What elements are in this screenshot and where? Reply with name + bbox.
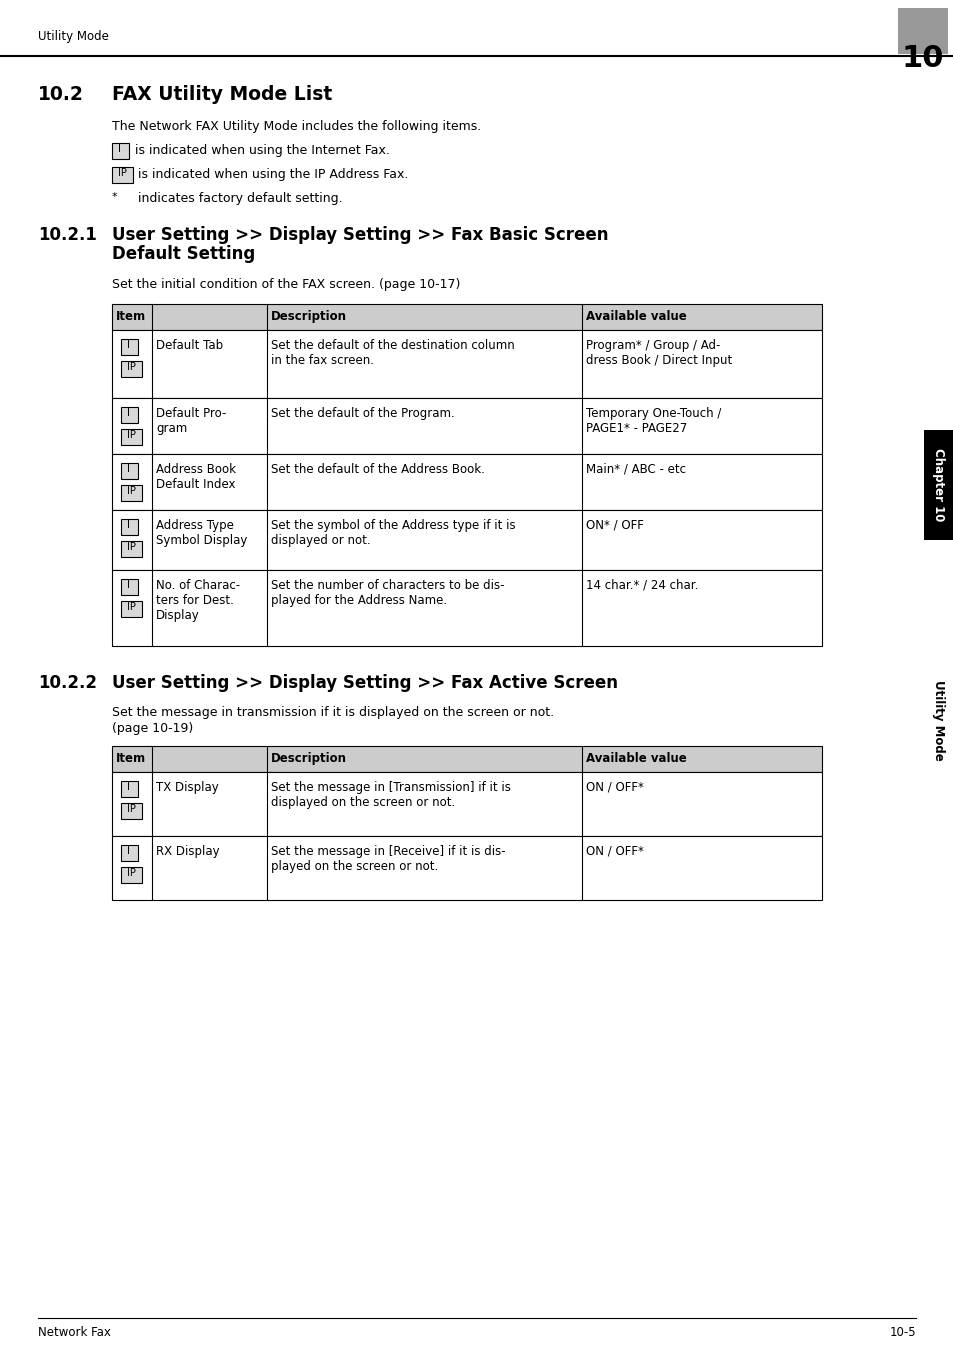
Bar: [112, 304, 821, 330]
Text: I: I: [128, 580, 131, 589]
Text: RX Display: RX Display: [156, 845, 219, 859]
Text: Available value: Available value: [585, 752, 686, 765]
Text: IP: IP: [127, 868, 135, 877]
Bar: [112, 836, 821, 900]
Text: is indicated when using the Internet Fax.: is indicated when using the Internet Fax…: [135, 145, 390, 157]
Bar: [112, 510, 821, 571]
Text: *: *: [112, 192, 117, 201]
Text: Description: Description: [271, 752, 347, 765]
Text: IP: IP: [127, 542, 135, 552]
Bar: [121, 602, 142, 617]
Text: Set the message in transmission if it is displayed on the screen or not.: Set the message in transmission if it is…: [112, 706, 554, 719]
Text: Utility Mode: Utility Mode: [931, 680, 944, 760]
Bar: [121, 579, 138, 595]
Text: Set the default of the destination column
in the fax screen.: Set the default of the destination colum…: [271, 339, 515, 366]
Text: Description: Description: [271, 310, 347, 323]
Text: I: I: [128, 339, 131, 350]
Bar: [112, 571, 821, 646]
Text: 10.2.2: 10.2.2: [38, 675, 97, 692]
Text: IP: IP: [127, 804, 135, 814]
Bar: [112, 330, 821, 397]
Text: IP: IP: [117, 168, 127, 178]
Bar: [121, 519, 138, 535]
Text: I: I: [128, 846, 131, 856]
Bar: [112, 397, 821, 454]
Text: 14 char.* / 24 char.: 14 char.* / 24 char.: [585, 579, 698, 592]
Text: 10.2.1: 10.2.1: [38, 226, 97, 243]
Text: I: I: [128, 464, 131, 475]
Text: IP: IP: [127, 362, 135, 372]
Text: 10: 10: [901, 45, 943, 73]
Text: Program* / Group / Ad-
dress Book / Direct Input: Program* / Group / Ad- dress Book / Dire…: [585, 339, 732, 366]
Text: IP: IP: [127, 485, 135, 496]
Text: Default Tab: Default Tab: [156, 339, 223, 352]
Text: I: I: [128, 408, 131, 418]
Text: is indicated when using the IP Address Fax.: is indicated when using the IP Address F…: [138, 168, 408, 181]
Text: ON / OFF*: ON / OFF*: [585, 845, 643, 859]
Bar: [121, 803, 142, 819]
Text: (page 10-19): (page 10-19): [112, 722, 193, 735]
Bar: [923, 430, 953, 539]
Text: Default Pro-
gram: Default Pro- gram: [156, 407, 226, 435]
Text: Available value: Available value: [585, 310, 686, 323]
Text: Item: Item: [116, 310, 146, 323]
Bar: [121, 845, 138, 861]
Text: I: I: [118, 145, 121, 154]
Text: Set the symbol of the Address type if it is
displayed or not.: Set the symbol of the Address type if it…: [271, 519, 515, 548]
Text: FAX Utility Mode List: FAX Utility Mode List: [112, 85, 332, 104]
Text: ON / OFF*: ON / OFF*: [585, 781, 643, 794]
Bar: [112, 746, 821, 772]
Bar: [897, 8, 947, 54]
Text: IP: IP: [127, 602, 135, 612]
Text: 10.2: 10.2: [38, 85, 84, 104]
Text: Set the message in [Receive] if it is dis-
played on the screen or not.: Set the message in [Receive] if it is di…: [271, 845, 505, 873]
Text: Set the initial condition of the FAX screen. (page 10-17): Set the initial condition of the FAX scr…: [112, 279, 460, 291]
Text: Temporary One-Touch /
PAGE1* - PAGE27: Temporary One-Touch / PAGE1* - PAGE27: [585, 407, 720, 435]
Text: Main* / ABC - etc: Main* / ABC - etc: [585, 462, 685, 476]
Text: User Setting >> Display Setting >> Fax Basic Screen: User Setting >> Display Setting >> Fax B…: [112, 226, 608, 243]
Bar: [112, 143, 129, 160]
Bar: [121, 462, 138, 479]
Text: 10-5: 10-5: [888, 1326, 915, 1338]
Text: Set the message in [Transmission] if it is
displayed on the screen or not.: Set the message in [Transmission] if it …: [271, 781, 511, 808]
Text: Item: Item: [116, 752, 146, 765]
Text: TX Display: TX Display: [156, 781, 218, 794]
Text: Set the number of characters to be dis-
played for the Address Name.: Set the number of characters to be dis- …: [271, 579, 504, 607]
Text: I: I: [128, 781, 131, 792]
Bar: [121, 781, 138, 796]
Bar: [112, 454, 821, 510]
Text: The Network FAX Utility Mode includes the following items.: The Network FAX Utility Mode includes th…: [112, 120, 480, 132]
Bar: [121, 541, 142, 557]
Text: Default Setting: Default Setting: [112, 245, 255, 264]
Text: No. of Charac-
ters for Dest.
Display: No. of Charac- ters for Dest. Display: [156, 579, 240, 622]
Bar: [121, 485, 142, 502]
Bar: [121, 407, 138, 423]
Text: User Setting >> Display Setting >> Fax Active Screen: User Setting >> Display Setting >> Fax A…: [112, 675, 618, 692]
Text: ON* / OFF: ON* / OFF: [585, 519, 643, 531]
Text: Address Book
Default Index: Address Book Default Index: [156, 462, 235, 491]
Bar: [121, 339, 138, 356]
Text: indicates factory default setting.: indicates factory default setting.: [138, 192, 342, 206]
Text: Address Type
Symbol Display: Address Type Symbol Display: [156, 519, 247, 548]
Text: Chapter 10: Chapter 10: [931, 449, 944, 522]
Text: Network Fax: Network Fax: [38, 1326, 111, 1338]
Bar: [112, 168, 132, 183]
Text: Set the default of the Program.: Set the default of the Program.: [271, 407, 455, 420]
Bar: [121, 429, 142, 445]
Bar: [112, 772, 821, 836]
Text: Utility Mode: Utility Mode: [38, 30, 109, 43]
Bar: [121, 867, 142, 883]
Bar: [121, 361, 142, 377]
Text: I: I: [128, 521, 131, 530]
Text: Set the default of the Address Book.: Set the default of the Address Book.: [271, 462, 484, 476]
Text: IP: IP: [127, 430, 135, 439]
